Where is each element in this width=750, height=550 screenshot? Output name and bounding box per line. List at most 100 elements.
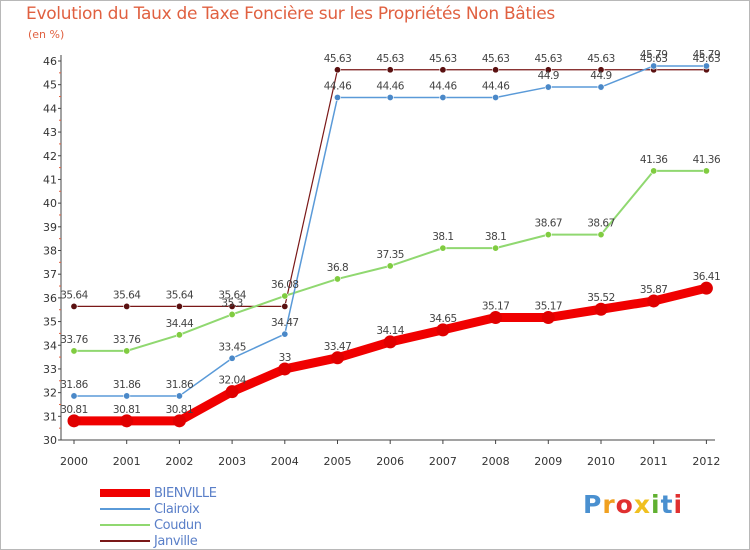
data-point-janville xyxy=(281,302,289,310)
data-point-bienville xyxy=(436,323,450,337)
data-label-bienville: 36.41 xyxy=(693,271,721,283)
x-tick-label: 2012 xyxy=(692,455,720,468)
data-point-janville xyxy=(439,66,447,74)
x-tick-label: 2000 xyxy=(60,455,88,468)
data-point-clairoix xyxy=(70,392,78,400)
data-point-bienville xyxy=(172,414,186,428)
data-point-clairoix xyxy=(702,62,710,70)
data-point-janville xyxy=(123,302,131,310)
data-point-coudun xyxy=(175,331,183,339)
data-label-coudun: 36.08 xyxy=(271,279,299,291)
data-label-janville: 45.63 xyxy=(587,53,615,65)
y-tick-label: 36 xyxy=(43,292,57,305)
data-label-bienville: 35.17 xyxy=(535,301,563,313)
y-tick-label: 42 xyxy=(43,150,57,163)
x-tick-label: 2005 xyxy=(324,455,352,468)
data-point-coudun xyxy=(702,167,710,175)
data-point-janville xyxy=(492,66,500,74)
legend-label-bienville: BIENVILLE xyxy=(154,485,217,501)
data-point-clairoix xyxy=(650,62,658,70)
data-point-coudun xyxy=(281,292,289,300)
data-label-janville: 35.64 xyxy=(60,289,88,301)
data-label-coudun: 41.36 xyxy=(640,154,668,166)
data-label-coudun: 38.67 xyxy=(535,218,563,230)
data-label-bienville: 33.47 xyxy=(324,341,352,353)
data-label-clairoix: 44.9 xyxy=(538,70,559,82)
legend-item-bienville: BIENVILLE xyxy=(100,485,217,501)
y-tick-label: 30 xyxy=(43,434,57,447)
data-point-janville xyxy=(70,302,78,310)
legend-label-coudun: Coudun xyxy=(154,517,202,533)
data-label-bienville: 34.14 xyxy=(376,325,404,337)
data-point-coudun xyxy=(333,275,341,283)
x-tick-label: 2001 xyxy=(113,455,141,468)
data-point-janville xyxy=(544,66,552,74)
data-label-janville: 35.64 xyxy=(113,289,141,301)
data-point-coudun xyxy=(70,347,78,355)
y-tick-label: 40 xyxy=(43,197,57,210)
data-point-bienville xyxy=(383,335,397,349)
data-point-bienville xyxy=(699,281,713,295)
data-label-janville: 45.63 xyxy=(429,53,457,65)
data-label-clairoix: 45.79 xyxy=(693,49,721,61)
data-point-clairoix xyxy=(123,392,131,400)
y-tick-label: 32 xyxy=(43,387,57,400)
data-label-clairoix: 44.46 xyxy=(376,80,404,92)
data-label-bienville: 30.81 xyxy=(60,404,88,416)
data-label-clairoix: 45.79 xyxy=(640,49,668,61)
data-label-coudun: 33.76 xyxy=(60,334,88,346)
data-label-clairoix: 34.47 xyxy=(271,317,299,329)
data-label-clairoix: 31.86 xyxy=(60,379,88,391)
legend-item-coudun: Coudun xyxy=(100,517,217,533)
y-tick-label: 34 xyxy=(43,339,57,352)
data-point-bienville xyxy=(489,311,503,325)
logo-letter: i xyxy=(673,490,684,519)
data-label-clairoix: 44.9 xyxy=(590,70,611,82)
data-label-coudun: 38.67 xyxy=(587,218,615,230)
data-point-clairoix xyxy=(544,83,552,91)
data-point-coudun xyxy=(228,310,236,318)
logo-letter: P xyxy=(583,490,603,519)
data-label-bienville: 35.17 xyxy=(482,301,510,313)
data-point-janville xyxy=(386,66,394,74)
x-tick-label: 2002 xyxy=(165,455,193,468)
x-tick-label: 2009 xyxy=(534,455,562,468)
proxiti-logo: Proxiti xyxy=(583,490,683,519)
x-tick-label: 2006 xyxy=(376,455,404,468)
data-label-janville: 45.63 xyxy=(482,53,510,65)
y-tick-label: 46 xyxy=(43,55,57,68)
y-tick-label: 44 xyxy=(43,102,57,115)
data-point-coudun xyxy=(386,262,394,270)
data-label-coudun: 33.76 xyxy=(113,334,141,346)
legend-item-janville: Janville xyxy=(100,533,217,549)
data-point-janville xyxy=(175,302,183,310)
unit-label: (en %) xyxy=(28,28,65,41)
legend-swatch-coudun xyxy=(100,524,150,526)
x-tick-label: 2010 xyxy=(587,455,615,468)
chart-title: Evolution du Taux de Taxe Foncière sur l… xyxy=(26,4,555,24)
data-label-bienville: 34.65 xyxy=(429,313,457,325)
data-label-janville: 45.63 xyxy=(324,53,352,65)
x-tick-label: 2007 xyxy=(429,455,457,468)
series-line-bienville xyxy=(69,283,711,426)
data-label-clairoix: 44.46 xyxy=(324,80,352,92)
y-tick-label: 41 xyxy=(43,173,57,186)
data-point-clairoix xyxy=(439,93,447,101)
series-line-janville xyxy=(73,69,708,308)
data-point-coudun xyxy=(492,244,500,252)
data-label-bienville: 33 xyxy=(279,352,291,364)
data-label-janville: 45.63 xyxy=(640,53,668,65)
legend-swatch-janville xyxy=(100,540,150,542)
data-point-coudun xyxy=(123,347,131,355)
data-label-bienville: 35.87 xyxy=(640,284,668,296)
data-label-clairoix: 44.46 xyxy=(482,80,510,92)
data-label-janville: 35.64 xyxy=(218,289,246,301)
data-label-coudun: 41.36 xyxy=(693,154,721,166)
data-label-bienville: 30.81 xyxy=(113,404,141,416)
data-point-clairoix xyxy=(228,354,236,362)
legend-item-clairoix: Clairoix xyxy=(100,501,217,517)
data-point-bienville xyxy=(120,414,134,428)
data-label-coudun: 36.8 xyxy=(327,262,348,274)
y-tick-label: 37 xyxy=(43,268,57,281)
